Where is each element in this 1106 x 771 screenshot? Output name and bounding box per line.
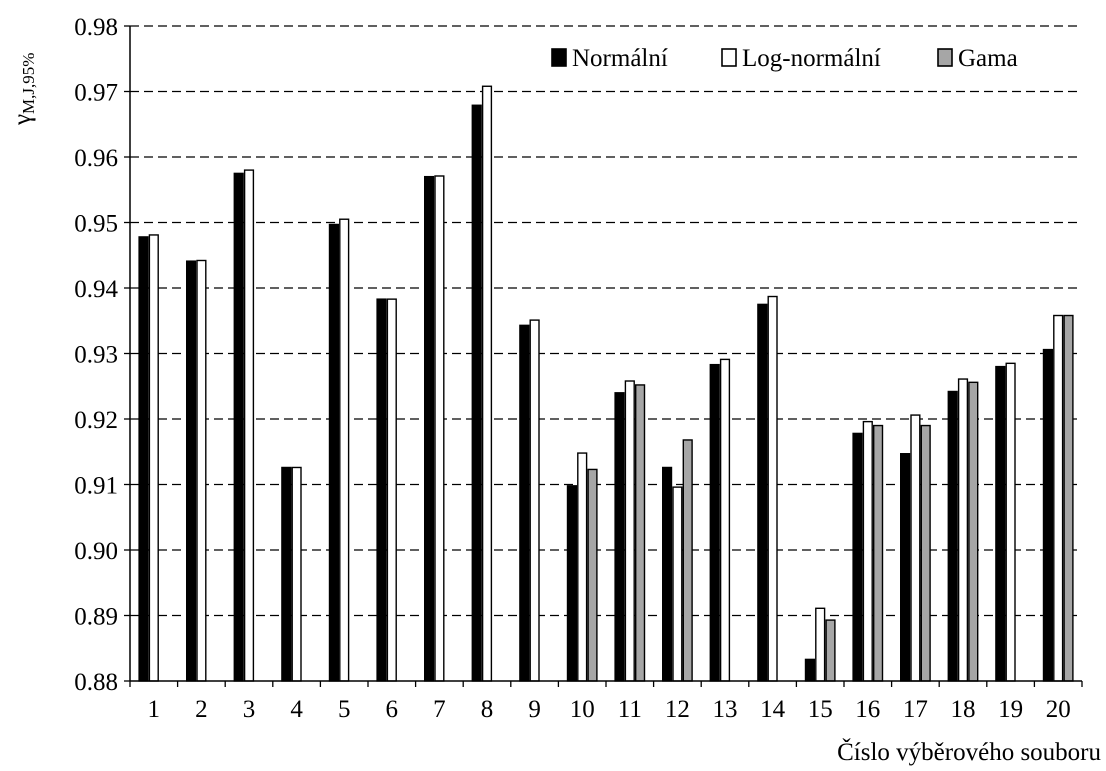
y-tick-label: 0.90: [74, 538, 118, 565]
bar-log-normalni: [291, 466, 302, 682]
bar-log-normalni: [862, 420, 873, 682]
y-tick-label: 0.93: [74, 342, 118, 369]
bar-normalni: [1042, 348, 1054, 682]
bar-gama: [920, 424, 931, 682]
bar-gama: [825, 619, 836, 682]
x-tick-label: 19: [998, 696, 1023, 723]
x-tick-label: 3: [243, 696, 256, 723]
x-axis-title: Číslo výběrového souboru: [837, 738, 1101, 766]
x-tick-label: 1: [148, 696, 161, 723]
y-tick-label: 0.97: [74, 80, 118, 107]
x-tick-label: 18: [951, 696, 976, 723]
x-tick-label: 20: [1046, 696, 1071, 723]
bar-log-normalni: [815, 607, 826, 682]
x-tick-label: 12: [665, 696, 690, 723]
bar-normalni: [804, 658, 816, 682]
bar-normalni: [709, 363, 720, 682]
y-tick-label: 0.92: [74, 407, 118, 434]
bar-log-normalni: [767, 295, 778, 682]
bar-gama: [968, 381, 979, 682]
y-tick-label: 0.91: [74, 473, 118, 500]
y-axis-title: γM,J,95%: [9, 53, 38, 126]
bar-normalni: [947, 390, 958, 682]
x-tick-labels: 1 2 3 4 5 6 7 8 9 10 11 12 13 14 15 16 17 18 19 20: [148, 696, 1071, 723]
bar-normalni: [662, 466, 673, 682]
bar-log-normalni: [672, 486, 683, 682]
x-tick-label: 11: [618, 696, 642, 723]
bar-gama: [635, 384, 646, 682]
legend-label: Normální: [572, 45, 668, 72]
x-tick-label: 15: [808, 696, 833, 723]
bar-normalni: [233, 172, 244, 682]
legend-swatch-normalni: [551, 48, 567, 67]
bar-normalni: [138, 236, 149, 682]
bar-log-normalni: [196, 259, 207, 682]
bar-normalni: [852, 432, 863, 682]
x-tick-label: 9: [528, 696, 541, 723]
bar-log-normalni: [529, 319, 540, 682]
y-tick-label: 0.96: [74, 145, 118, 172]
legend-background: [540, 40, 1072, 80]
gridlines: [130, 25, 1082, 617]
bar-log-normalni: [148, 234, 159, 682]
bar-normalni: [328, 223, 340, 682]
bar-log-normalni: [910, 414, 921, 682]
legend-label: Gama: [958, 45, 1018, 72]
y-tick-label: 0.95: [74, 211, 118, 238]
x-tick-label: 16: [855, 696, 880, 723]
bar-normalni: [424, 175, 435, 682]
bar-normalni: [900, 453, 911, 682]
x-tick-label: 10: [570, 696, 595, 723]
bar-normalni: [185, 260, 197, 682]
x-tick-label: 5: [338, 696, 351, 723]
y-tick-labels: 0.88 0.89 0.90 0.91 0.92 0.93 0.94 0.95 0.96 0.97…: [74, 14, 118, 696]
bar-normalni: [566, 485, 578, 682]
y-tick-label: 0.88: [74, 669, 118, 696]
axes: [124, 25, 1083, 687]
legend: Normální Log-normální Gama: [540, 40, 1072, 80]
x-tick-label: 6: [386, 696, 399, 723]
bar-log-normalni: [481, 85, 493, 682]
bar-gama: [1063, 314, 1074, 682]
bar-log-normalni: [1005, 362, 1016, 682]
x-tick-label: 8: [481, 696, 494, 723]
bar-normalni: [281, 466, 292, 682]
bar-log-normalni: [957, 378, 969, 682]
bar-log-normalni: [624, 380, 635, 682]
legend-label: Log-normální: [742, 45, 881, 72]
bar-log-normalni: [434, 175, 445, 682]
y-tick-label: 0.89: [74, 604, 118, 631]
bar-normalni: [376, 298, 387, 682]
bar-normalni: [471, 104, 482, 682]
bar-normalni: [519, 324, 530, 682]
y-tick-label: 0.94: [74, 276, 118, 303]
legend-swatch-log-normalni: [721, 48, 737, 67]
x-tick-label: 13: [713, 696, 738, 723]
y-axis-title-main: γ: [9, 114, 36, 126]
x-tick-label: 17: [903, 696, 928, 723]
x-tick-label: 7: [433, 696, 446, 723]
y-tick-label: 0.98: [74, 14, 118, 41]
bars: [138, 85, 1074, 682]
bar-log-normalni: [719, 358, 731, 682]
bar-log-normalni: [339, 218, 350, 682]
bar-log-normalni: [1053, 314, 1064, 682]
x-tick-label: 14: [760, 696, 786, 723]
bar-normalni: [757, 303, 768, 682]
bar-log-normalni: [243, 169, 255, 682]
x-tick-label: 4: [290, 696, 303, 723]
x-tick-label: 2: [195, 696, 208, 723]
bar-gama: [682, 439, 693, 682]
bar-log-normalni: [386, 298, 397, 682]
legend-swatch-gama: [937, 48, 953, 67]
bar-log-normalni: [577, 452, 588, 682]
bar-gama: [587, 468, 598, 682]
bar-gama: [873, 424, 884, 682]
bar-normalni: [614, 392, 625, 682]
y-axis-title-subscript: M,J,95%: [19, 53, 38, 114]
bar-normalni: [995, 365, 1006, 682]
